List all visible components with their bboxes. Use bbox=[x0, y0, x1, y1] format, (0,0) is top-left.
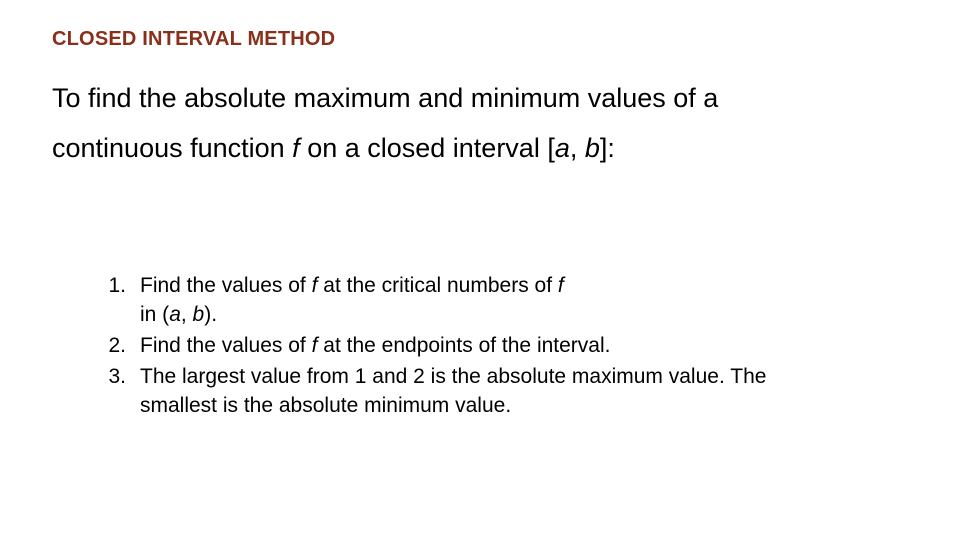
step-text: Find the values of f at the critical num… bbox=[140, 272, 790, 330]
step-number: 1. bbox=[90, 272, 140, 301]
list-item: 2. Find the values of f at the endpoints… bbox=[90, 332, 790, 361]
section-heading: CLOSED INTERVAL METHOD bbox=[52, 28, 335, 51]
step1-t3: in ( bbox=[140, 303, 169, 326]
intro-part-3: ]: bbox=[600, 133, 615, 163]
steps-list: 1. Find the values of f at the critical … bbox=[90, 272, 790, 423]
step1-comma: , bbox=[181, 303, 193, 326]
intro-comma: , bbox=[570, 133, 585, 163]
intro-a: a bbox=[555, 133, 570, 163]
step-text: The largest value from 1 and 2 is the ab… bbox=[140, 363, 790, 421]
slide: CLOSED INTERVAL METHOD To find the absol… bbox=[0, 0, 960, 540]
step-number: 3. bbox=[90, 363, 140, 392]
list-item: 1. Find the values of f at the critical … bbox=[90, 272, 790, 330]
step2-t2: at the endpoints of the interval. bbox=[317, 334, 610, 357]
step1-t2: at the critical numbers of bbox=[317, 274, 557, 297]
step-number: 2. bbox=[90, 332, 140, 361]
step3-t1: The largest value from 1 and 2 is the ab… bbox=[140, 365, 766, 417]
step1-b: b bbox=[193, 303, 205, 326]
step1-t4: ). bbox=[204, 303, 217, 326]
list-item: 3. The largest value from 1 and 2 is the… bbox=[90, 363, 790, 421]
intro-part-2: on a closed interval [ bbox=[300, 133, 555, 163]
intro-text: To find the absolute maximum and minimum… bbox=[52, 74, 812, 174]
step1-f2: f bbox=[558, 274, 564, 297]
intro-f: f bbox=[292, 133, 300, 163]
step-text: Find the values of f at the endpoints of… bbox=[140, 332, 790, 361]
step1-a: a bbox=[169, 303, 181, 326]
step2-t1: Find the values of bbox=[140, 334, 312, 357]
step1-t1: Find the values of bbox=[140, 274, 312, 297]
intro-b: b bbox=[585, 133, 600, 163]
